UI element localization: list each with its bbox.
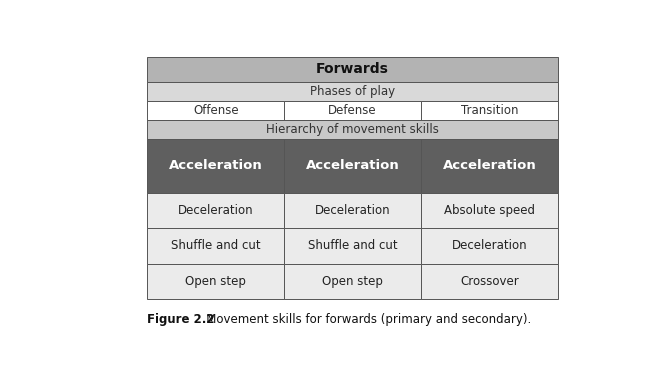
Text: Shuffle and cut: Shuffle and cut: [308, 239, 398, 252]
Bar: [147, 120, 558, 140]
Text: Figure 2.2: Figure 2.2: [147, 313, 215, 326]
Text: Absolute speed: Absolute speed: [444, 204, 535, 217]
Text: Open step: Open step: [322, 275, 383, 288]
Bar: [147, 82, 558, 101]
Text: Crossover: Crossover: [460, 275, 519, 288]
Text: Offense: Offense: [193, 104, 238, 117]
Bar: [421, 228, 558, 264]
Text: Acceleration: Acceleration: [169, 159, 262, 172]
Bar: [284, 264, 421, 299]
Bar: [147, 57, 558, 82]
Bar: [284, 228, 421, 264]
Bar: [147, 101, 284, 120]
Text: Movement skills for forwards (primary and secondary).: Movement skills for forwards (primary an…: [195, 313, 532, 326]
Text: Transition: Transition: [461, 104, 518, 117]
Bar: [147, 228, 284, 264]
Bar: [421, 140, 558, 193]
Text: Acceleration: Acceleration: [443, 159, 536, 172]
Text: Shuffle and cut: Shuffle and cut: [171, 239, 260, 252]
Bar: [421, 264, 558, 299]
Bar: [147, 140, 284, 193]
Text: Open step: Open step: [186, 275, 246, 288]
Text: Deceleration: Deceleration: [315, 204, 391, 217]
Bar: [284, 101, 421, 120]
Text: Phases of play: Phases of play: [310, 85, 395, 98]
Bar: [284, 140, 421, 193]
Text: Deceleration: Deceleration: [178, 204, 253, 217]
Bar: [421, 193, 558, 228]
Bar: [284, 193, 421, 228]
Text: Acceleration: Acceleration: [306, 159, 400, 172]
Bar: [147, 264, 284, 299]
Bar: [147, 193, 284, 228]
Bar: [421, 101, 558, 120]
Text: Deceleration: Deceleration: [452, 239, 527, 252]
Text: Defense: Defense: [328, 104, 377, 117]
Text: Forwards: Forwards: [316, 62, 389, 76]
Text: Hierarchy of movement skills: Hierarchy of movement skills: [266, 123, 439, 136]
